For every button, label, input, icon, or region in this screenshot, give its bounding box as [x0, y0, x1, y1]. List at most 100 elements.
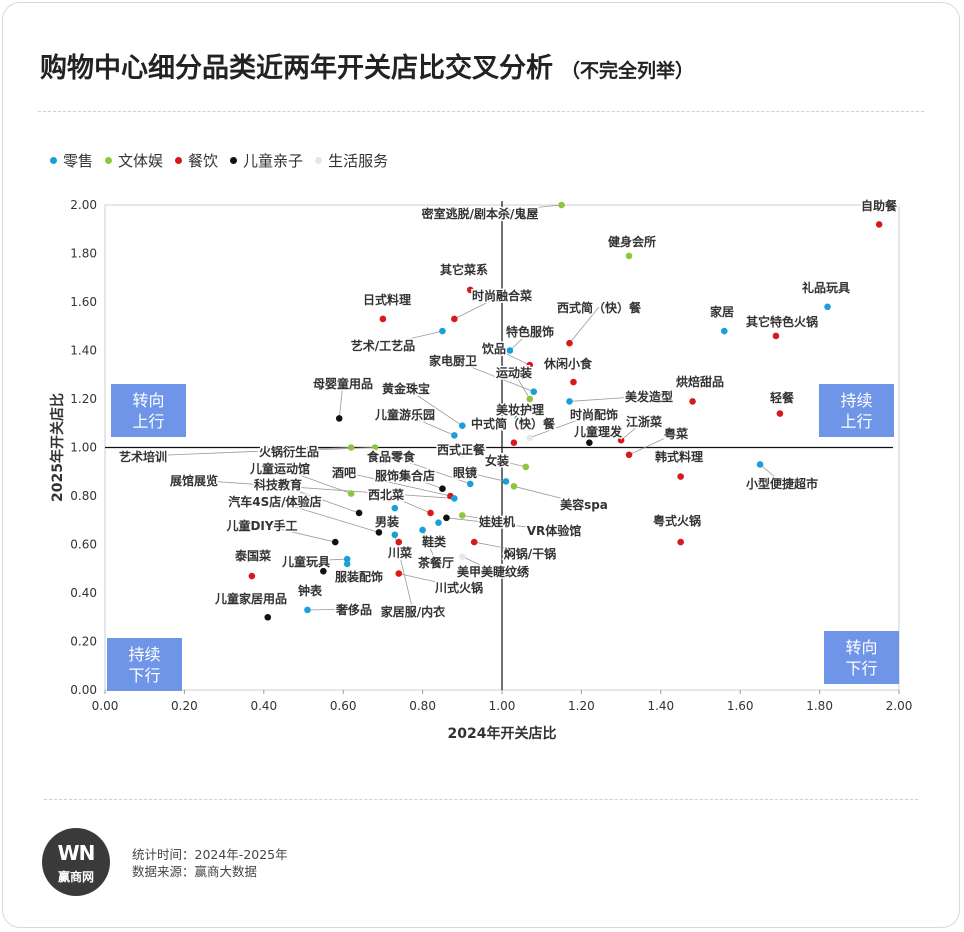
data-point: [371, 444, 379, 451]
data-point: [558, 201, 565, 209]
data-point: [347, 490, 355, 497]
data-label: 展馆展览: [170, 473, 218, 488]
data-point: [625, 451, 633, 459]
leader-line: [422, 529, 437, 563]
leader-line: [493, 347, 530, 366]
data-label: 美容spa: [560, 497, 608, 512]
legend-label: 零售: [63, 152, 94, 170]
data-point: [824, 303, 831, 311]
y-axis-title: 2025年开关店比: [49, 393, 66, 502]
data-point: [395, 538, 403, 546]
data-label: 西式正餐: [437, 442, 486, 457]
data-point: [459, 422, 466, 429]
leader-line: [454, 294, 503, 320]
data-point: [466, 286, 474, 294]
leader-line: [277, 483, 360, 514]
data-label: 钟表: [298, 583, 323, 598]
data-point: [343, 560, 351, 568]
data-label: 健身会所: [608, 234, 656, 249]
data-point: [776, 410, 784, 417]
data-label: 时尚配饰: [570, 407, 618, 422]
data-label: 休闲小食: [543, 356, 593, 371]
data-label: 奢侈品: [335, 602, 372, 617]
data-label: 家电厨卫: [429, 353, 477, 368]
y-tick-label: 0.60: [70, 538, 97, 552]
data-point: [427, 509, 434, 517]
x-tick-label: 0.40: [250, 699, 277, 713]
data-label: 儿童理发: [573, 424, 623, 439]
data-label: VR体验馆: [527, 523, 582, 538]
data-label: 美发造型: [625, 389, 673, 404]
data-label: 儿童游乐园: [374, 407, 435, 422]
leader-line: [305, 558, 348, 562]
y-tick-label: 0.40: [70, 586, 97, 600]
leader-line: [620, 420, 645, 441]
data-point: [451, 495, 458, 502]
data-label: 轻餐: [770, 390, 795, 405]
legend-item: 生活服务: [315, 150, 388, 171]
logo-mark: WN: [57, 841, 96, 865]
legend-swatch: [315, 157, 323, 164]
data-point: [355, 509, 363, 517]
data-label: 酒吧: [332, 466, 356, 480]
leader-line: [452, 359, 534, 393]
quadrant-box-bottom-right: [824, 631, 899, 684]
data-point: [248, 572, 256, 580]
chart-subtitle: （不完全列举）: [561, 60, 695, 82]
leader-line: [529, 413, 595, 439]
y-tick-label: 1.20: [70, 392, 97, 406]
leader-line: [462, 515, 498, 522]
y-tick-label: 0.20: [70, 635, 97, 649]
legend-swatch: [230, 157, 238, 164]
data-label: 男装: [375, 514, 399, 529]
leader-line: [398, 573, 460, 588]
data-point: [443, 514, 450, 522]
leader-line: [338, 382, 344, 419]
data-point: [466, 480, 474, 488]
leader-line: [142, 447, 352, 457]
data-point: [721, 327, 728, 335]
data-point: [439, 327, 446, 335]
legend-swatch: [175, 157, 183, 164]
legend-label: 文体娱: [118, 152, 164, 170]
data-label: 艺术/工艺品: [351, 338, 415, 353]
leader-line: [288, 447, 375, 452]
leader-line: [405, 387, 463, 427]
data-point: [502, 478, 510, 485]
x-tick-label: 1.60: [727, 699, 754, 713]
quadrant-box-bottom-left: [107, 638, 182, 691]
data-point: [756, 461, 764, 468]
data-point: [506, 347, 514, 354]
data-point: [526, 434, 534, 442]
data-point: [459, 553, 466, 560]
y-tick-label: 1.80: [70, 247, 97, 261]
x-tick-label: 2.00: [886, 699, 913, 713]
data-point: [586, 439, 593, 446]
data-point: [343, 555, 351, 563]
data-label: 运动装: [496, 365, 532, 380]
leader-line: [759, 464, 783, 484]
data-label: 美甲美睫纹绣: [457, 564, 530, 579]
leader-line: [390, 455, 471, 485]
leader-line: [382, 330, 443, 346]
data-point: [320, 567, 327, 575]
leader-line: [343, 471, 451, 497]
y-tick-label: 0.00: [70, 683, 97, 697]
data-label: 密室逃脱/剧本杀/鬼屋: [422, 206, 539, 221]
x-tick-label: 0.80: [409, 699, 436, 713]
leader-line: [464, 471, 507, 482]
data-point: [331, 538, 339, 546]
data-point: [689, 398, 696, 405]
data-point: [451, 315, 458, 323]
leader-line: [404, 413, 455, 436]
data-label: 西北菜: [368, 487, 404, 502]
data-point: [459, 451, 466, 459]
data-label: 饮品: [481, 341, 506, 356]
data-label: 焖锅/干锅: [504, 546, 556, 561]
legend-item: 儿童亲子: [230, 150, 303, 171]
data-label: 眼镜: [453, 465, 477, 480]
data-label: 母婴童用品: [313, 376, 373, 391]
data-point: [526, 395, 534, 403]
